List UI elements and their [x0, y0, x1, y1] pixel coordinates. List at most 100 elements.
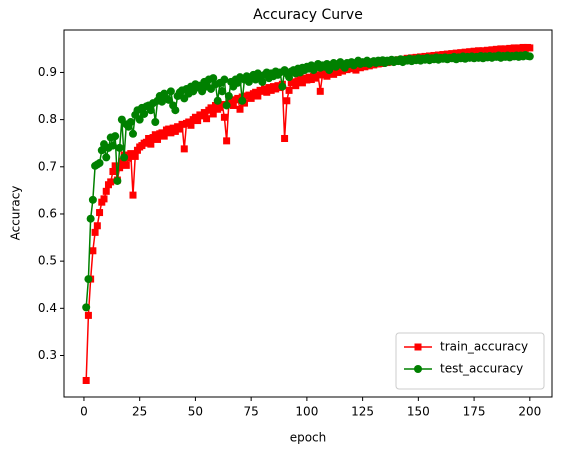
marker	[84, 275, 93, 284]
x-tick-label: 50	[188, 405, 203, 419]
marker	[283, 97, 291, 105]
marker	[82, 376, 90, 384]
x-tick-label: 200	[518, 405, 541, 419]
marker	[254, 92, 262, 100]
marker	[238, 96, 247, 105]
marker	[247, 94, 255, 102]
marker	[178, 120, 186, 128]
marker	[142, 138, 150, 146]
marker	[88, 195, 97, 204]
marker	[111, 132, 120, 141]
x-tick-label: 150	[407, 405, 430, 419]
marker	[96, 209, 104, 217]
marker	[258, 77, 267, 86]
y-tick-label: 0.4	[38, 301, 57, 315]
marker	[140, 109, 149, 118]
y-tick-label: 0.6	[38, 206, 57, 220]
marker	[213, 96, 222, 105]
marker	[330, 70, 338, 78]
marker	[118, 157, 126, 165]
marker	[151, 117, 160, 126]
marker	[209, 110, 217, 118]
marker	[154, 135, 162, 143]
marker	[107, 178, 115, 186]
x-tick-label: 0	[80, 405, 88, 419]
marker	[203, 115, 211, 123]
marker	[129, 191, 137, 199]
marker	[135, 115, 144, 124]
marker	[84, 311, 92, 319]
marker	[200, 109, 208, 117]
y-tick-label: 0.8	[38, 112, 57, 126]
x-tick-label: 25	[132, 405, 147, 419]
marker	[95, 159, 104, 168]
marker	[220, 75, 229, 84]
marker	[194, 117, 202, 125]
marker	[207, 104, 215, 112]
marker	[290, 78, 298, 86]
marker	[108, 141, 117, 150]
marker	[180, 145, 188, 153]
y-tick-label: 0.7	[38, 159, 57, 173]
marker	[171, 127, 179, 135]
marker	[113, 176, 122, 185]
marker	[127, 150, 135, 158]
marker	[227, 98, 235, 106]
marker	[298, 79, 306, 87]
marker	[89, 247, 97, 255]
y-axis-label: Accuracy	[9, 186, 23, 241]
marker	[120, 153, 129, 162]
marker	[281, 134, 289, 142]
marker	[187, 121, 195, 129]
marker	[218, 101, 226, 109]
marker	[263, 88, 271, 96]
marker	[352, 66, 360, 74]
marker	[236, 105, 244, 113]
marker	[146, 106, 155, 115]
marker	[93, 222, 101, 230]
marker	[122, 161, 130, 169]
marker	[171, 106, 180, 115]
marker	[323, 72, 331, 80]
legend-label: test_accuracy	[440, 362, 523, 376]
marker	[229, 101, 237, 109]
marker	[147, 140, 155, 148]
marker	[165, 125, 173, 133]
x-tick-label: 175	[463, 405, 486, 419]
marker	[176, 125, 184, 133]
marker	[234, 94, 242, 102]
x-tick-label: 125	[351, 405, 374, 419]
marker	[109, 168, 117, 176]
marker	[82, 303, 91, 312]
y-tick-label: 0.3	[38, 348, 57, 362]
marker	[316, 87, 324, 95]
marker	[102, 187, 110, 195]
series-line	[85, 54, 530, 308]
marker	[526, 44, 534, 52]
marker	[125, 154, 133, 162]
marker	[285, 86, 293, 94]
marker	[166, 87, 175, 96]
marker	[220, 113, 228, 121]
marker	[525, 52, 534, 61]
legend-marker	[414, 365, 422, 373]
marker	[100, 195, 108, 203]
marker	[126, 117, 135, 126]
marker	[209, 74, 218, 83]
marker	[224, 92, 233, 101]
marker	[128, 129, 137, 138]
marker	[211, 101, 219, 109]
marker	[252, 88, 260, 96]
marker	[145, 134, 153, 142]
marker	[102, 153, 111, 162]
marker	[222, 101, 231, 110]
marker	[131, 152, 139, 160]
marker	[86, 214, 95, 223]
legend-marker	[414, 343, 422, 351]
marker	[91, 228, 99, 236]
marker	[164, 95, 173, 104]
x-axis-label: epoch	[290, 431, 327, 445]
marker	[97, 146, 106, 155]
x-tick-label: 100	[295, 405, 318, 419]
